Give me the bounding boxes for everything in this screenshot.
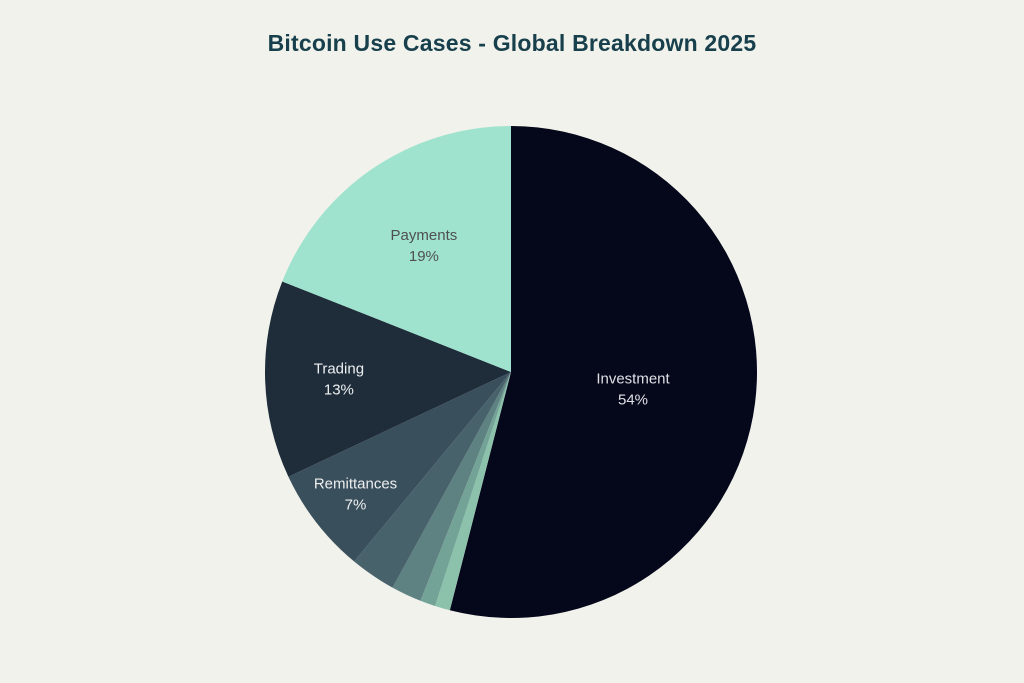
pie-slice-other-2 — [420, 372, 511, 606]
slice-label-percent: 7% — [345, 497, 367, 514]
slice-label-percent: 19% — [409, 248, 439, 265]
pie-slice-payments — [282, 126, 511, 372]
slice-label-investment: Investment 54% — [596, 370, 670, 408]
pie-slice-trading — [264, 281, 511, 477]
slice-label-payments: Payments 19% — [391, 227, 458, 265]
slice-label-name: Payments — [391, 227, 458, 244]
slice-label-name: Remittances — [314, 476, 397, 493]
slice-label-percent: 54% — [618, 391, 648, 408]
pie-slice-other-3 — [392, 372, 511, 601]
slice-label-name: Trading — [314, 360, 364, 377]
slice-label-name: Investment — [596, 370, 670, 387]
pie-slice-other-1 — [434, 372, 511, 611]
pie-slice-other-4 — [354, 372, 511, 588]
slice-label-percent: 13% — [324, 381, 354, 398]
pie-slice-investment — [449, 126, 758, 618]
pie-slice-remittances — [288, 372, 511, 562]
slice-label-remittances: Remittances 7% — [314, 476, 397, 514]
slice-label-trading: Trading 13% — [314, 360, 364, 398]
chart-title: Bitcoin Use Cases - Global Breakdown 202… — [267, 30, 757, 56]
